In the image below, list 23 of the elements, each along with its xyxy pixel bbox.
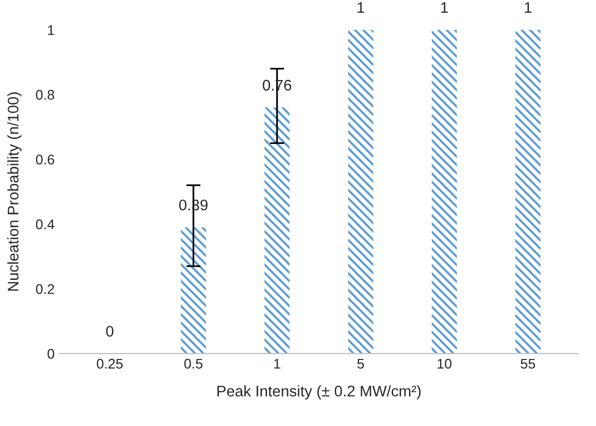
x-tick-label: 5 (357, 358, 364, 369)
x-tick-label: 10 (438, 358, 452, 369)
x-tick-label: 1 (274, 358, 280, 369)
y-tick-label: 0.4 (36, 219, 54, 230)
bar (432, 30, 457, 354)
x-tick-label: 55 (520, 358, 536, 369)
x-tick-label: 0.5 (184, 358, 202, 369)
x-tick-label: 0.25 (96, 358, 123, 369)
data-label: 1 (358, 2, 364, 13)
y-tick-label: 0 (48, 348, 54, 359)
bar (180, 227, 206, 354)
bar (515, 30, 540, 354)
x-axis-title: Peak Intensity (± 0.2 MW/cm²) (217, 385, 421, 400)
data-label: 1 (441, 2, 448, 13)
y-tick-label: 1 (48, 25, 54, 35)
y-axis-title: Nucleation Probability (n/100) (7, 92, 22, 291)
data-label: 1 (524, 2, 532, 13)
bar (348, 30, 374, 354)
bar (264, 108, 290, 354)
y-tick-label: 0.6 (36, 154, 54, 164)
y-tick-label: 0.8 (36, 90, 54, 100)
y-tick-label: 0.2 (36, 284, 54, 294)
data-label: 0 (106, 326, 114, 337)
